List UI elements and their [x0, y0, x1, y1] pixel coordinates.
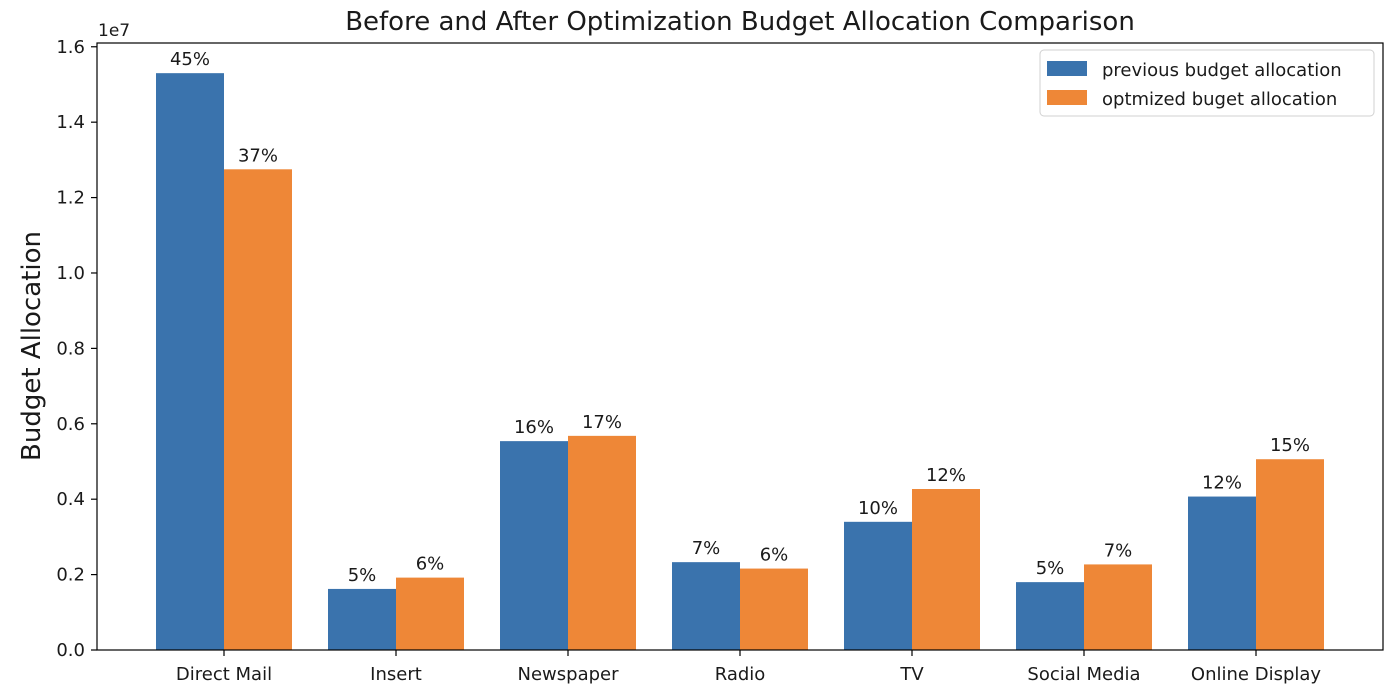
bar-label-optimized-2: 17% [582, 412, 622, 433]
y-axis-multiplier: 1e7 [98, 21, 130, 41]
y-tick-label: 0.6 [56, 414, 85, 435]
y-tick-label: 0.8 [56, 338, 85, 359]
y-tick-label: 0.4 [56, 489, 85, 510]
bar-previous-1 [328, 588, 396, 650]
x-tick-label: Social Media [1027, 664, 1140, 685]
bar-label-previous-5: 5% [1036, 558, 1065, 579]
legend-swatch-optimized [1047, 90, 1087, 105]
legend: previous budget allocation optmized buge… [1039, 49, 1375, 117]
legend-box [1039, 49, 1375, 117]
y-tick-label: 1.6 [56, 37, 85, 58]
y-axis: 0.0 0.2 0.4 0.6 0.8 1.0 1.2 1.4 1.6 [56, 37, 97, 661]
plot-frame [96, 42, 1384, 651]
bar-label-optimized-0: 37% [238, 145, 278, 166]
x-axis: Direct Mail Insert Newspaper Radio TV Social … [176, 650, 1321, 685]
bar-previous-2 [500, 441, 568, 650]
bar-label-previous-0: 45% [170, 49, 210, 70]
bar-optimized-0 [224, 169, 292, 650]
bar-optimized-6 [1256, 459, 1324, 650]
bar-previous-5 [1016, 582, 1084, 650]
bar-label-optimized-1: 6% [416, 554, 445, 575]
bar-label-previous-1: 5% [348, 565, 377, 586]
bar-optimized-4 [912, 489, 980, 650]
bar-label-previous-4: 10% [858, 498, 898, 519]
y-axis-label: Budget Allocation [17, 231, 47, 461]
x-tick-label: Insert [370, 664, 422, 685]
x-tick-label: TV [899, 664, 924, 685]
bar-label-previous-3: 7% [692, 538, 721, 559]
bar-optimized-5 [1084, 564, 1152, 650]
bar-previous-0 [156, 73, 224, 650]
bar-label-optimized-3: 6% [760, 545, 789, 566]
x-tick-label: Direct Mail [176, 664, 272, 685]
bar-label-optimized-4: 12% [926, 465, 966, 486]
chart-title: Before and After Optimization Budget All… [345, 7, 1135, 37]
bar-label-optimized-5: 7% [1104, 540, 1133, 561]
bar-optimized-2 [568, 435, 636, 650]
bar-label-previous-2: 16% [514, 417, 554, 438]
y-tick-label: 1.0 [56, 263, 85, 284]
bar-label-previous-6: 12% [1202, 473, 1242, 494]
legend-label-optimized: optmized buget allocation [1102, 89, 1337, 110]
y-tick-label: 0.2 [56, 565, 85, 586]
bar-previous-4 [844, 521, 912, 650]
bar-optimized-3 [740, 568, 808, 650]
bar-previous-6 [1188, 496, 1256, 650]
y-tick-label: 1.4 [56, 112, 85, 133]
y-tick-label: 1.2 [56, 188, 85, 209]
x-tick-label: Online Display [1191, 664, 1321, 685]
x-tick-label: Radio [715, 664, 766, 685]
bar-previous-3 [672, 562, 740, 650]
legend-swatch-previous [1047, 61, 1087, 76]
bar-labels-group: 45% 37% 5% 6% 16% 17% 7% 6% 10% 12% 5% 7% 12% 15% [170, 49, 1310, 586]
bar-label-optimized-6: 15% [1270, 435, 1310, 456]
x-tick-label: Newspaper [518, 664, 620, 685]
bars-group [156, 73, 1324, 650]
y-tick-label: 0.0 [56, 640, 85, 661]
legend-label-previous: previous budget allocation [1102, 60, 1342, 81]
bar-optimized-1 [396, 577, 464, 650]
